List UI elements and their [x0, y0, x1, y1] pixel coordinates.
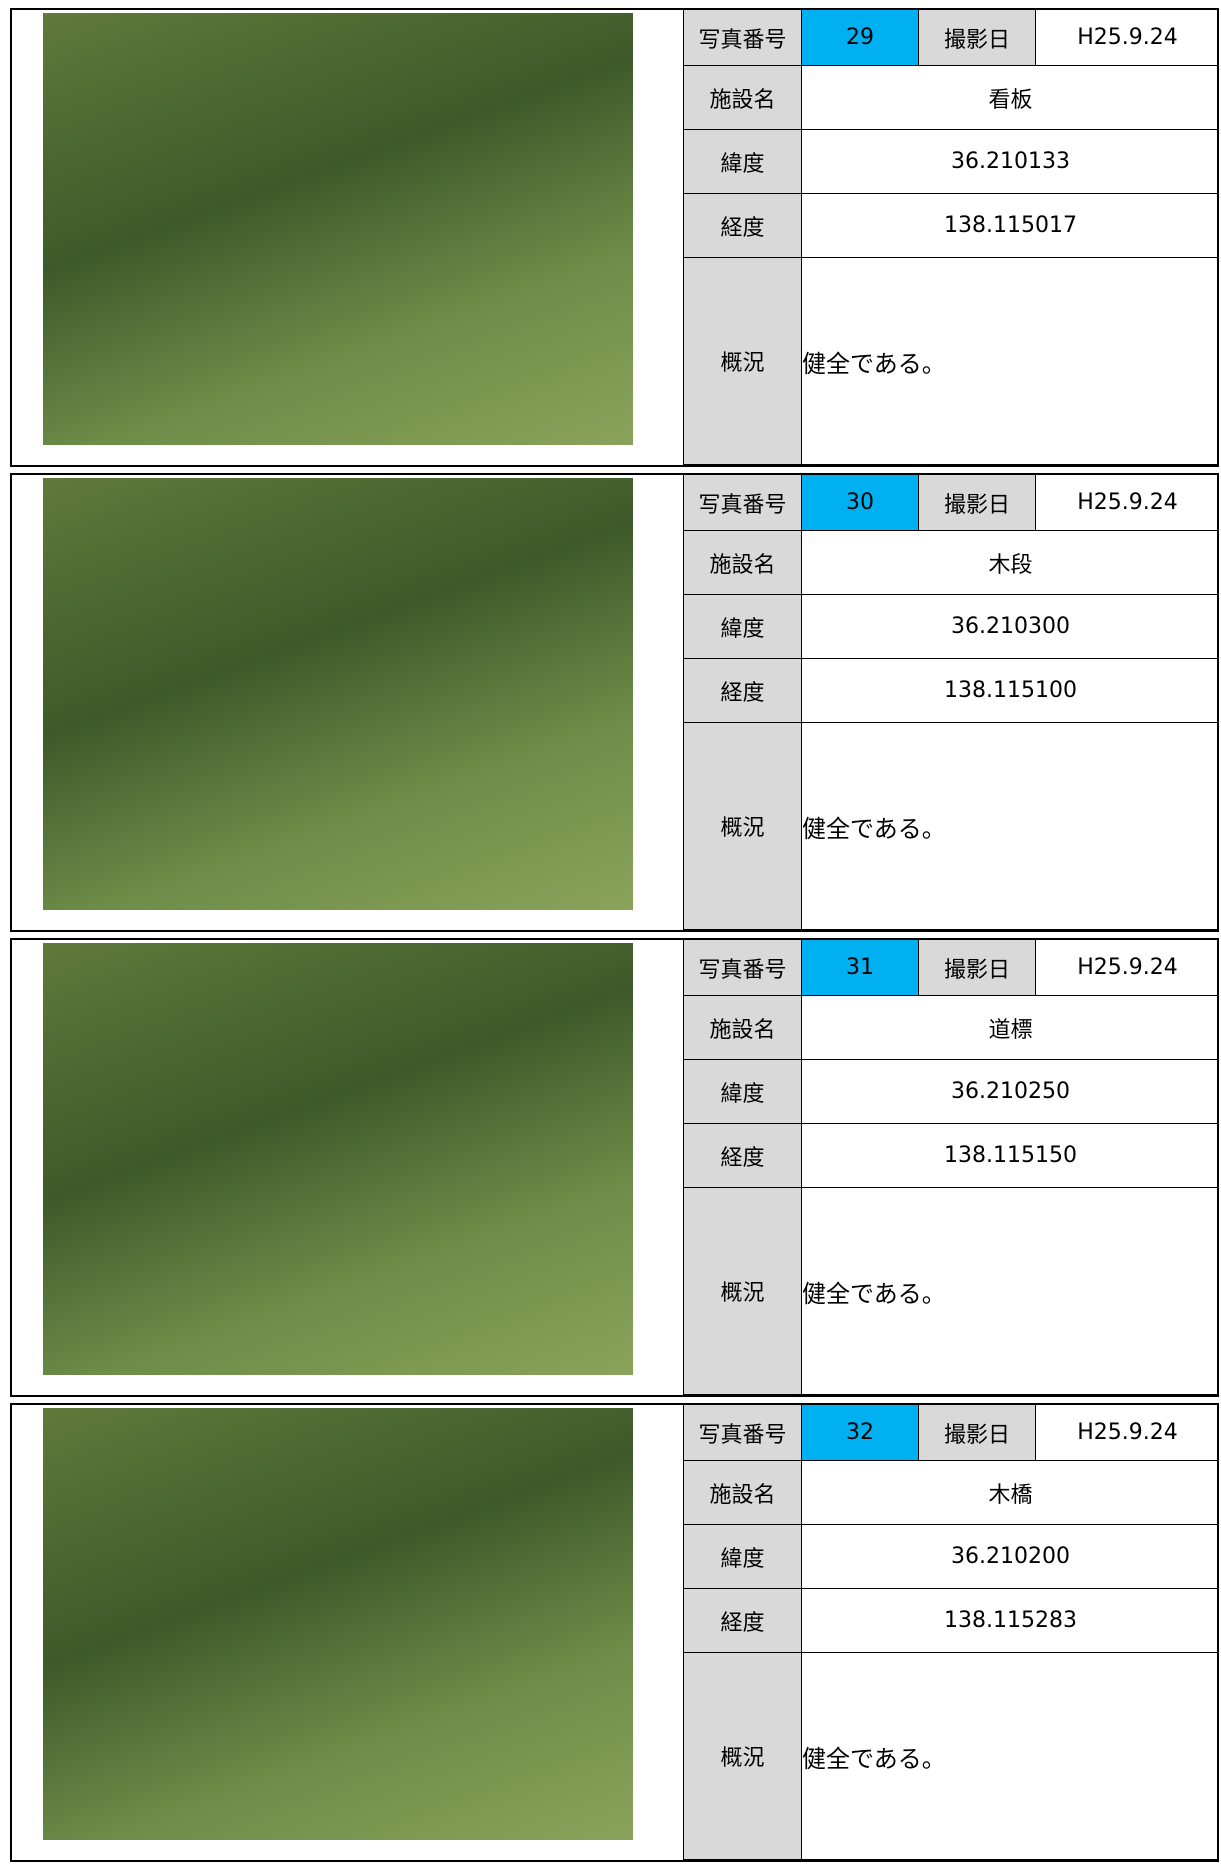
label: 写真番号	[683, 1405, 801, 1461]
label: 概況	[683, 1188, 801, 1395]
photo	[43, 943, 633, 1375]
status: 健全である。	[801, 1653, 1219, 1860]
longitude: 138.115283	[801, 1589, 1219, 1653]
status: 健全である。	[801, 258, 1219, 465]
label: 経度	[683, 194, 801, 258]
label: 概況	[683, 1653, 801, 1860]
label: 経度	[683, 1124, 801, 1188]
label: 概況	[683, 258, 801, 465]
label: 撮影日	[918, 940, 1035, 996]
photo	[43, 13, 633, 445]
record: 写真番号 31 撮影日 H25.9.24 施設名 道標 緯度 36.210250 経度 138.1…	[10, 938, 1219, 1397]
label: 施設名	[683, 1461, 801, 1525]
latitude: 36.210250	[801, 1060, 1219, 1124]
photo-number: 29	[801, 10, 918, 66]
facility: 看板	[801, 66, 1219, 130]
label: 施設名	[683, 66, 801, 130]
record: 写真番号 30 撮影日 H25.9.24 施設名 木段 緯度 36.210300 経度 138.1…	[10, 473, 1219, 932]
facility: 道標	[801, 996, 1219, 1060]
label: 写真番号	[683, 940, 801, 996]
longitude: 138.115150	[801, 1124, 1219, 1188]
photo	[43, 1408, 633, 1840]
date: H25.9.24	[1035, 475, 1219, 531]
latitude: 36.210300	[801, 595, 1219, 659]
photo	[43, 478, 633, 910]
facility: 木段	[801, 531, 1219, 595]
record: 写真番号 32 撮影日 H25.9.24 施設名 木橋 緯度 36.210200 経度 138.1…	[10, 1403, 1219, 1862]
longitude: 138.115100	[801, 659, 1219, 723]
label: 撮影日	[918, 475, 1035, 531]
facility: 木橋	[801, 1461, 1219, 1525]
date: H25.9.24	[1035, 940, 1219, 996]
label: 緯度	[683, 1060, 801, 1124]
latitude: 36.210133	[801, 130, 1219, 194]
label: 施設名	[683, 996, 801, 1060]
date: H25.9.24	[1035, 10, 1219, 66]
label: 写真番号	[683, 10, 801, 66]
label: 緯度	[683, 1525, 801, 1589]
photo-number: 32	[801, 1405, 918, 1461]
status: 健全である。	[801, 1188, 1219, 1395]
date: H25.9.24	[1035, 1405, 1219, 1461]
label: 写真番号	[683, 475, 801, 531]
label: 撮影日	[918, 1405, 1035, 1461]
label: 概況	[683, 723, 801, 930]
photo-number: 31	[801, 940, 918, 996]
label: 施設名	[683, 531, 801, 595]
photo-number: 30	[801, 475, 918, 531]
longitude: 138.115017	[801, 194, 1219, 258]
label: 撮影日	[918, 10, 1035, 66]
label: 経度	[683, 1589, 801, 1653]
latitude: 36.210200	[801, 1525, 1219, 1589]
label: 緯度	[683, 130, 801, 194]
record: 写真番号 29 撮影日 H25.9.24 施設名 看板 緯度 36.210133 経度 138.1…	[10, 8, 1219, 467]
status: 健全である。	[801, 723, 1219, 930]
label: 経度	[683, 659, 801, 723]
label: 緯度	[683, 595, 801, 659]
